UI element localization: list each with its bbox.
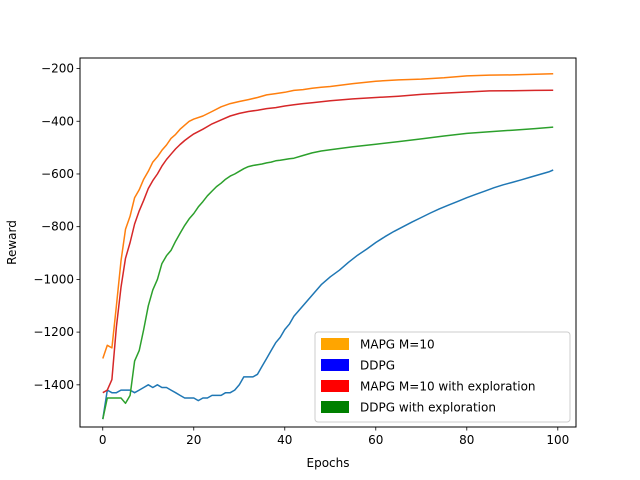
series-line-4 (102, 126, 554, 420)
y-tick-label: −1200 (33, 325, 74, 339)
legend: MAPG M=10 DDPG MAPG M=10 with exploration D… (314, 331, 571, 423)
x-tick-label: 20 (186, 433, 201, 447)
y-tick-label: −600 (41, 167, 74, 181)
legend-label: MAPG M=10 with exploration (360, 380, 536, 394)
x-axis-label: Epochs (307, 456, 350, 470)
series-line-1 (102, 73, 554, 359)
x-tick-label: 60 (368, 433, 383, 447)
y-tick-label: −1400 (33, 378, 74, 392)
x-tick-label: 0 (99, 433, 107, 447)
legend-swatch (321, 338, 349, 350)
x-tick-label: 40 (277, 433, 292, 447)
legend-swatch (321, 401, 349, 413)
y-tick-label: −400 (41, 114, 74, 128)
legend-label: DDPG with exploration (360, 401, 496, 415)
series-line-3 (102, 89, 554, 394)
plot-frame (79, 57, 577, 428)
legend-box (314, 331, 571, 423)
ticks-layer: 0 20 40 60 80 100 −1400 −1200 −1000 −800 −600 −400 −… (33, 62, 569, 447)
y-tick-label: −200 (41, 62, 74, 76)
legend-label: MAPG M=10 (360, 338, 435, 352)
x-tick-label: 80 (459, 433, 474, 447)
y-axis-label: Reward (5, 220, 19, 265)
legend-label: DDPG (360, 359, 395, 373)
legend-items: MAPG M=10 DDPG MAPG M=10 with exploration D… (321, 338, 536, 415)
y-tick-label: −1000 (33, 272, 74, 286)
series-line-2 (102, 169, 554, 420)
y-tick-label: −800 (41, 220, 74, 234)
series-layer (102, 73, 554, 420)
x-tick-label: 100 (546, 433, 569, 447)
legend-swatch (321, 380, 349, 392)
legend-swatch (321, 359, 349, 371)
